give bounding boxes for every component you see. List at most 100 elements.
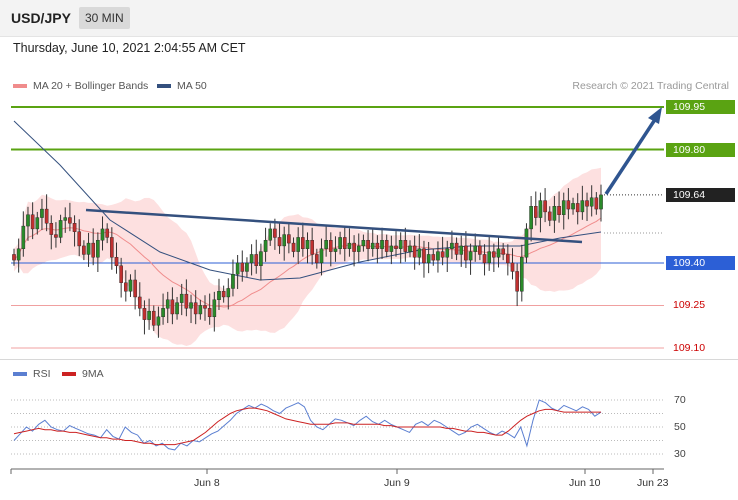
candle-body	[91, 242, 95, 258]
candle-body	[287, 234, 291, 244]
legend-ma20: MA 20 + Bollinger Bands	[13, 80, 148, 92]
candle-body	[571, 203, 575, 210]
candle-body	[487, 251, 491, 264]
candle-body	[301, 237, 305, 249]
forecast-arrow-head	[648, 107, 662, 124]
candle-body	[249, 254, 254, 264]
candle-body	[506, 254, 510, 264]
level-tag-s1: 109.25	[673, 299, 706, 311]
candle-body	[482, 254, 487, 264]
rsi-label: RSI	[33, 368, 51, 380]
candle-body	[212, 299, 217, 318]
candle-body	[454, 242, 459, 255]
candle-body	[114, 257, 119, 266]
candle-body	[529, 206, 533, 230]
timeframe-badge[interactable]: 30 MIN	[79, 7, 130, 29]
candle-body	[30, 214, 35, 230]
candle-body	[151, 310, 156, 326]
candle-body	[566, 200, 571, 210]
candle-body	[156, 316, 161, 326]
candle-body	[366, 240, 370, 249]
candle-body	[398, 240, 403, 249]
candle-body	[68, 217, 72, 224]
candle-body	[431, 254, 436, 261]
candle-body	[184, 293, 189, 309]
rsi-tick-50: 50	[674, 421, 686, 433]
candle-body	[189, 302, 193, 309]
candle-body	[231, 274, 235, 289]
candle-body	[594, 197, 599, 210]
candle-body	[49, 223, 54, 235]
candle-body	[543, 200, 547, 213]
candle-body	[58, 220, 63, 238]
candle-body	[226, 288, 231, 298]
candle-body	[464, 245, 468, 261]
candle-body	[273, 228, 277, 238]
legend-rsi: RSI	[13, 368, 51, 380]
candle-body	[77, 231, 82, 247]
candle-body	[207, 308, 212, 318]
candle-body	[282, 234, 287, 247]
candle-body	[110, 237, 114, 258]
candle-body	[580, 200, 585, 213]
candle-body	[445, 248, 450, 258]
ma9-swatch	[62, 372, 76, 376]
candle-body	[119, 265, 123, 283]
x-tick-jun10: Jun 10	[569, 477, 601, 489]
candle-body	[254, 254, 259, 266]
level-tag-r2: 109.95	[666, 100, 735, 114]
level-tag-s2: 109.10	[673, 342, 706, 354]
candle-body	[203, 305, 207, 309]
x-tick-jun9: Jun 9	[384, 477, 410, 489]
candle-body	[501, 248, 505, 255]
candle-body	[426, 254, 431, 264]
candle-body	[128, 279, 133, 292]
candle-body	[305, 240, 310, 249]
candle-body	[296, 237, 300, 252]
candle-body	[515, 271, 519, 292]
ma20-label: MA 20 + Bollinger Bands	[33, 80, 149, 92]
candle-body	[179, 293, 184, 303]
candle-body	[561, 200, 566, 215]
candle-body	[356, 245, 361, 252]
candle-body	[436, 251, 440, 261]
candle-body	[96, 240, 100, 258]
candle-body	[310, 240, 314, 255]
candle-body	[170, 299, 175, 315]
forecast-arrow-shaft	[604, 117, 658, 195]
ma50-line	[13, 120, 602, 281]
candle-body	[342, 237, 347, 249]
candle-body	[585, 200, 589, 207]
candle-body	[147, 310, 151, 320]
level-tag-pivot: 109.40	[666, 256, 735, 270]
level-tag-last: 109.64	[666, 188, 735, 202]
candle-body	[375, 242, 380, 249]
candle-body	[403, 240, 408, 252]
candle-body	[547, 211, 552, 221]
currency-pair: USD/JPY	[11, 10, 71, 26]
candle-body	[161, 308, 165, 318]
candle-body	[473, 245, 478, 252]
candle-body	[86, 242, 91, 255]
candle-body	[105, 228, 109, 238]
rsi-swatch	[13, 372, 27, 376]
candle-body	[370, 242, 375, 249]
candle-body	[520, 257, 524, 292]
trend-line	[85, 208, 583, 244]
legend-ma50: MA 50	[157, 80, 207, 92]
candle-body	[240, 262, 245, 272]
candle-body	[352, 242, 356, 252]
candle-body	[259, 251, 263, 266]
candle-body	[380, 240, 384, 249]
candle-body	[361, 240, 366, 247]
candle-body	[291, 242, 296, 252]
candle-body	[245, 262, 249, 272]
candle-body	[221, 291, 226, 298]
ma50-label: MA 50	[177, 80, 207, 92]
candle-body	[459, 245, 464, 255]
candle-body	[165, 299, 170, 309]
candle-body	[328, 240, 333, 252]
candle-body	[417, 248, 422, 258]
x-tick-jun23: Jun 23	[637, 477, 669, 489]
